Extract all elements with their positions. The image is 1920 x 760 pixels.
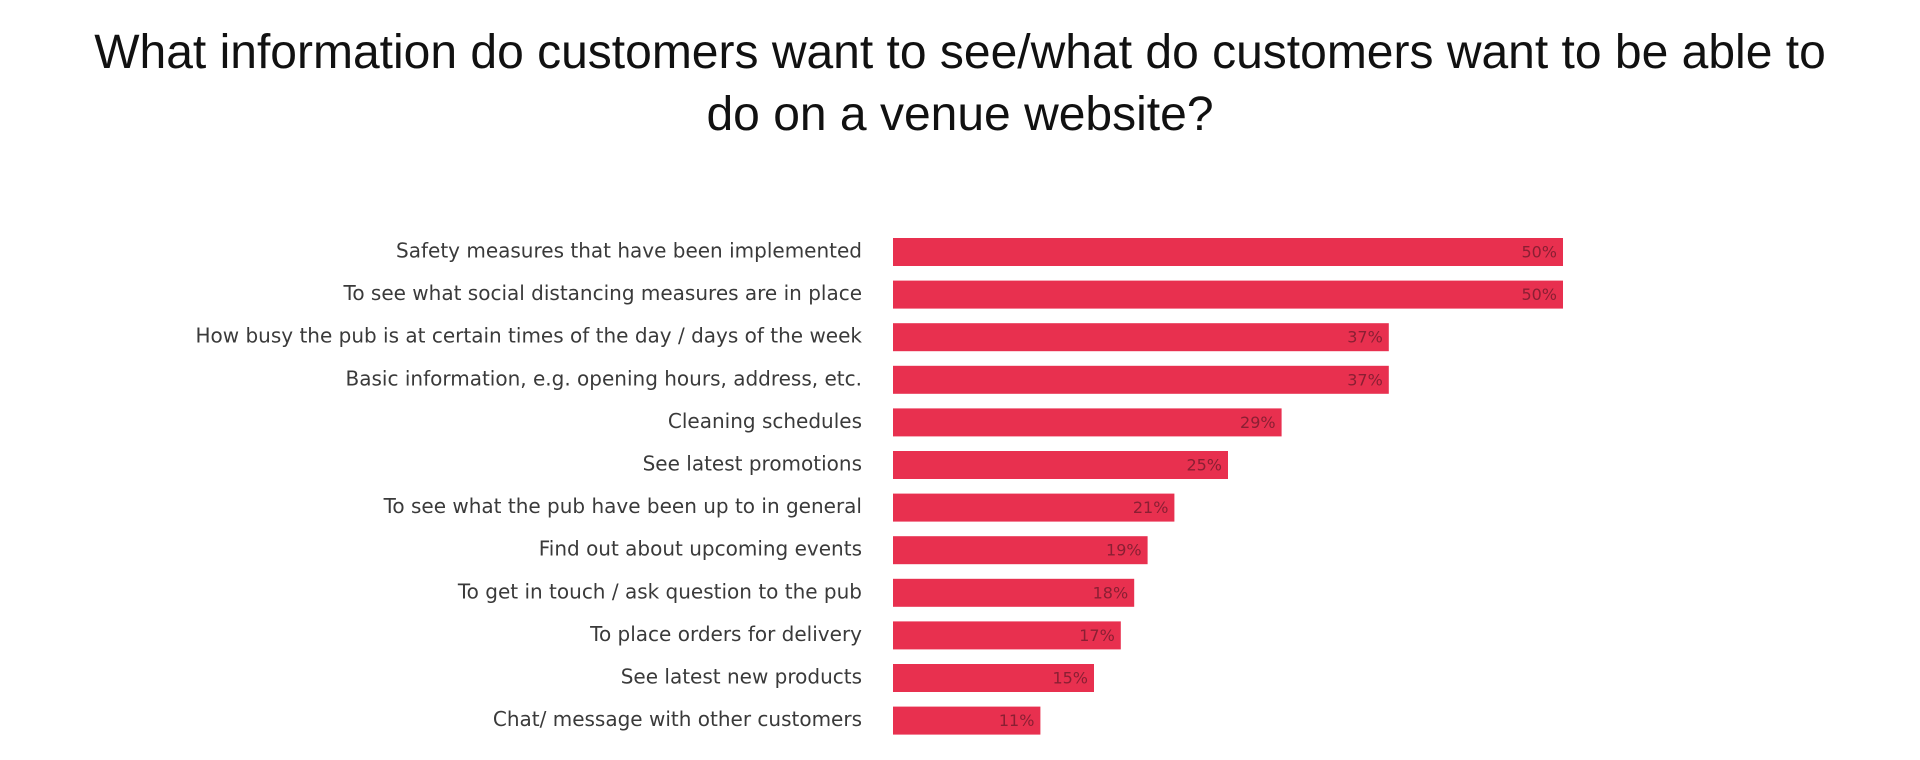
value-label: 19% [1106,541,1142,560]
category-label: Cleaning schedules [668,409,862,433]
value-label: 21% [1133,498,1169,517]
bar [893,238,1563,266]
chart-title-line-2: do on a venue website? [706,88,1214,141]
value-label: 50% [1521,243,1557,262]
category-label: See latest new products [621,665,862,689]
category-label: How busy the pub is at certain times of … [195,324,862,348]
chart-title: What information do customers want to se… [0,22,1920,146]
value-label: 15% [1052,669,1088,688]
category-label: Safety measures that have been implement… [396,239,862,263]
bar [893,408,1282,437]
value-label: 37% [1347,370,1383,389]
category-label: Basic information, e.g. opening hours, a… [346,366,862,390]
category-label: To place orders for delivery [589,622,862,646]
bar [893,621,1121,650]
value-label: 37% [1347,328,1383,347]
value-label: 11% [999,711,1035,730]
bar [893,323,1389,352]
chart-plot-area: Safety measures that have been implement… [195,238,1563,735]
bar [893,706,1041,735]
bar [893,578,1135,607]
bar [893,451,1228,479]
bar [893,365,1389,394]
value-label: 25% [1186,456,1222,475]
bar [893,493,1175,522]
category-label: Find out about upcoming events [539,537,862,561]
value-label: 50% [1521,285,1557,304]
value-label: 18% [1093,583,1129,602]
category-label: To get in touch / ask question to the pu… [457,579,862,603]
bar [893,664,1094,692]
chart-title-line-1: What information do customers want to se… [94,26,1826,79]
category-label: Chat/ message with other customers [493,707,862,731]
value-label: 17% [1079,626,1115,645]
bar [893,536,1148,565]
category-label: See latest promotions [643,452,862,476]
value-label: 29% [1240,413,1276,432]
category-label: To see what the pub have been up to in g… [383,494,862,518]
bar [893,280,1563,309]
category-label: To see what social distancing measures a… [343,281,863,305]
